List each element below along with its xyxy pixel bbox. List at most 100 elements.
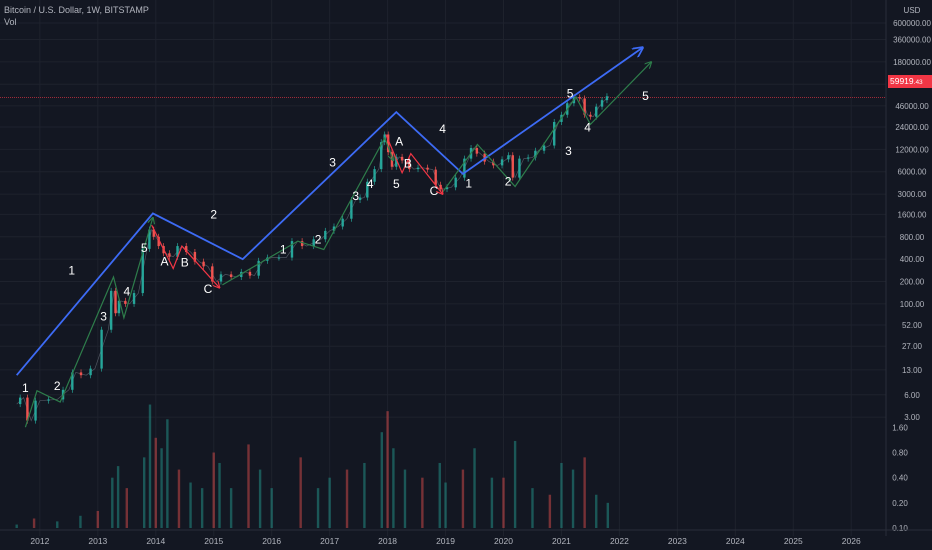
price-candle xyxy=(185,246,188,252)
price-candle xyxy=(248,271,252,276)
price-tick-label: 100.00 xyxy=(900,300,925,309)
price-candle xyxy=(109,290,113,330)
price-candle xyxy=(518,158,521,178)
year-tick-label: 2020 xyxy=(494,536,513,546)
price-candle xyxy=(34,400,37,421)
price-candle xyxy=(454,177,457,188)
volume-bar xyxy=(571,469,575,528)
price-candle xyxy=(600,100,604,107)
price-candle xyxy=(542,145,546,151)
price-candle xyxy=(380,142,383,170)
price-tick-label: 13.00 xyxy=(902,366,923,375)
price-candle xyxy=(26,397,29,421)
wave-label: 1 xyxy=(280,242,287,256)
price-tick-label: 200.00 xyxy=(900,278,925,287)
price-candle xyxy=(445,187,449,190)
price-candle xyxy=(526,157,530,159)
elliott-wave-lines[interactable] xyxy=(16,48,652,428)
year-tick-label: 2017 xyxy=(320,536,339,546)
price-tick-label: 180000.00 xyxy=(893,58,931,67)
last-price-badge: 59919.43 xyxy=(888,75,932,88)
volume-bar xyxy=(200,488,204,528)
price-axis[interactable]: 600000.00360000.00180000.0090000.0046000… xyxy=(885,0,931,536)
price-candle xyxy=(211,266,214,282)
volume-tick-label: 0.20 xyxy=(892,499,908,508)
wave-label: 3 xyxy=(565,144,572,158)
wave-label: 2 xyxy=(54,379,61,393)
price-candle xyxy=(193,251,197,262)
wave-label: A xyxy=(395,135,403,149)
wave-path-secondary xyxy=(222,136,393,286)
price-candle xyxy=(463,158,466,178)
price-candle xyxy=(332,226,336,231)
price-tick-label: 800.00 xyxy=(900,233,925,242)
year-tick-label: 2012 xyxy=(30,536,49,546)
volume-bar xyxy=(142,457,146,528)
year-tick-label: 2018 xyxy=(378,536,397,546)
price-candle xyxy=(439,184,442,190)
volume-bar xyxy=(403,469,407,528)
price-tick-label: 52.00 xyxy=(902,321,923,330)
volume-bar xyxy=(513,440,517,528)
volume-bar xyxy=(438,462,441,528)
price-candle xyxy=(589,114,592,117)
price-candle xyxy=(277,257,281,259)
price-candle xyxy=(300,241,304,247)
volume-bar xyxy=(32,518,36,528)
volume-bar xyxy=(299,457,302,528)
chart-title: Bitcoin / U.S. Dollar, 1W, BITSTAMP xyxy=(4,5,149,15)
price-candle xyxy=(18,397,22,405)
wave-label: 3 xyxy=(352,189,359,203)
volume-bar xyxy=(560,462,563,528)
volume-bar xyxy=(160,448,163,528)
volume-bar xyxy=(212,452,215,528)
price-candle xyxy=(605,96,609,101)
wave-label: 3 xyxy=(329,156,336,170)
price-candle xyxy=(176,246,179,257)
volume-bar xyxy=(345,469,349,528)
volume-bar xyxy=(386,411,389,528)
price-candle xyxy=(71,372,74,390)
price-candle xyxy=(114,290,117,314)
volume-bar xyxy=(154,437,157,528)
price-candle xyxy=(408,160,411,170)
price-candle xyxy=(350,199,353,219)
volume-bar xyxy=(380,432,384,528)
price-tick-label: 24000.00 xyxy=(895,123,929,132)
price-candle xyxy=(312,239,315,247)
volume-bar xyxy=(125,488,129,528)
price-candles xyxy=(16,93,610,424)
wave-label: 5 xyxy=(393,177,400,191)
price-candle xyxy=(583,98,586,115)
wave-label: C xyxy=(204,282,213,296)
price-tick-label: 12000.00 xyxy=(895,145,929,154)
volume-bar xyxy=(583,457,586,528)
price-candle xyxy=(386,134,390,153)
volume-bar xyxy=(595,494,598,528)
price-candle xyxy=(534,150,537,158)
price-candle xyxy=(152,229,155,237)
price-candle xyxy=(492,161,495,166)
price-candle xyxy=(117,300,121,314)
year-tick-label: 2016 xyxy=(262,536,281,546)
wave-path-secondary xyxy=(24,218,152,428)
price-candle xyxy=(595,106,598,117)
volume-bar xyxy=(166,419,169,528)
volume-bar xyxy=(502,477,505,528)
wave-path-secondary xyxy=(442,62,652,193)
wave-label: B xyxy=(181,255,189,269)
wave-path-correction xyxy=(385,134,443,195)
price-tick-label: 6.00 xyxy=(904,391,920,400)
wave-label: 5 xyxy=(567,86,574,100)
time-axis[interactable]: 2012 2013 2014 2015 2016 2017 2018 2019 2020 2021… xyxy=(0,529,932,546)
volume-bar xyxy=(148,404,152,528)
volume-bars xyxy=(15,404,610,528)
price-close-line xyxy=(16,96,610,422)
chart-grid xyxy=(0,0,886,536)
price-candle xyxy=(219,274,223,282)
volume-bar xyxy=(270,488,273,528)
price-tick-label: 6000.00 xyxy=(898,168,927,177)
volume-bar xyxy=(56,521,59,528)
price-tick-label: 600000.00 xyxy=(893,19,931,28)
